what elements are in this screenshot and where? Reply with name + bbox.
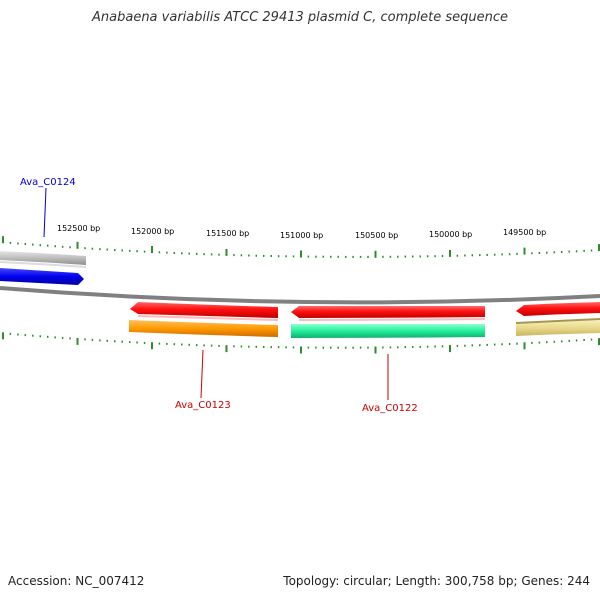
label-line-ava-c0124 (43, 187, 47, 238)
lower-scale-ticks (2, 332, 600, 354)
scale-label-151000: 151000 bp (280, 231, 323, 240)
scale-label-152500: 152500 bp (57, 224, 100, 233)
scale-label-151500: 151500 bp (206, 229, 249, 238)
label-line-ava-c0123 (200, 349, 204, 399)
gene-label-ava-c0124[interactable]: Ava_C0124 (20, 177, 76, 188)
scale-label-150000: 150000 bp (429, 230, 472, 239)
feature-red-ava-c0123-upper (130, 302, 278, 321)
feature-orange-ava-c0123 (129, 320, 278, 337)
feature-red-ava-c0122-upper (291, 306, 485, 321)
feature-blue-ava-c0124 (0, 268, 84, 285)
sequence-backbone (0, 286, 600, 305)
scale-label-152000: 152000 bp (131, 227, 174, 236)
feature-green-ava-c0122 (291, 324, 485, 338)
accession-text: Accession: NC_007412 (8, 574, 145, 588)
scale-label-149500: 149500 bp (503, 228, 546, 237)
feature-grey (0, 251, 86, 268)
feature-red-right (516, 302, 600, 316)
feature-khaki-right (516, 318, 600, 336)
gene-label-ava-c0123[interactable]: Ava_C0123 (175, 400, 231, 411)
upper-scale-ticks (2, 236, 600, 258)
gene-label-ava-c0122[interactable]: Ava_C0122 (362, 403, 418, 414)
scale-label-150500: 150500 bp (355, 231, 398, 240)
map-title: Anabaena variabilis ATCC 29413 plasmid C… (92, 10, 508, 25)
topology-summary: Topology: circular; Length: 300,758 bp; … (283, 574, 590, 588)
